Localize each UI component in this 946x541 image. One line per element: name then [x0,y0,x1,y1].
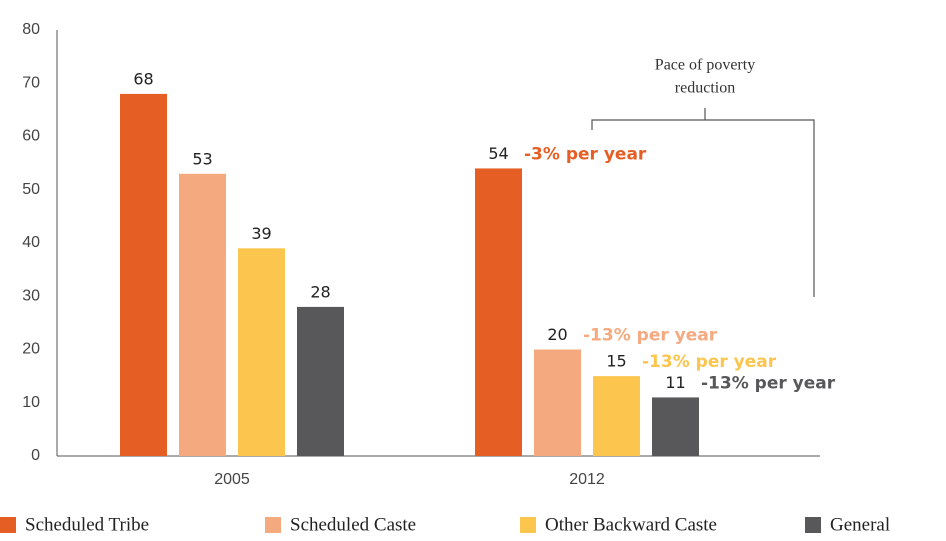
x-tick-label: 2012 [569,471,605,488]
bar [593,376,640,456]
bar [120,93,167,457]
value-label: 11 [665,373,685,392]
legend-swatch [520,517,536,533]
y-tick-label: 30 [22,287,40,304]
legend-label: Scheduled Caste [290,514,416,535]
value-label: 28 [310,282,330,301]
rate-label: -3% per year [524,144,647,164]
rate-label: -13% per year [583,326,718,346]
y-tick-label: 50 [22,181,40,198]
y-tick-label: 40 [22,234,40,251]
legend-label: General [830,514,890,535]
value-label: 20 [547,325,567,344]
legend-label: Scheduled Tribe [25,514,149,535]
value-label: 54 [488,144,508,163]
bar [475,168,522,456]
rate-label: -13% per year [701,373,836,393]
bar [652,397,699,456]
annotation: Pace of poverty [655,57,755,74]
legend-swatch [0,517,16,533]
bar [179,173,226,456]
rate-label: -13% per year [642,352,777,372]
legend-swatch [805,517,821,533]
legend-swatch [265,517,281,533]
bar [534,349,581,456]
y-tick-label: 20 [22,341,40,358]
bracket [591,108,815,297]
value-label: 68 [133,69,153,88]
y-tick-label: 60 [22,128,40,145]
y-tick-label: 10 [22,394,40,411]
value-label: 53 [192,149,212,168]
legend-label: Other Backward Caste [545,514,717,535]
value-label: 15 [606,352,626,371]
y-tick-label: 70 [22,74,40,91]
annotation: reduction [675,80,735,97]
y-tick-label: 0 [31,447,40,464]
bar [238,248,285,456]
value-label: 39 [251,224,271,243]
y-tick-label: 80 [22,21,40,38]
bar [297,306,344,456]
x-tick-label: 2005 [214,471,250,488]
